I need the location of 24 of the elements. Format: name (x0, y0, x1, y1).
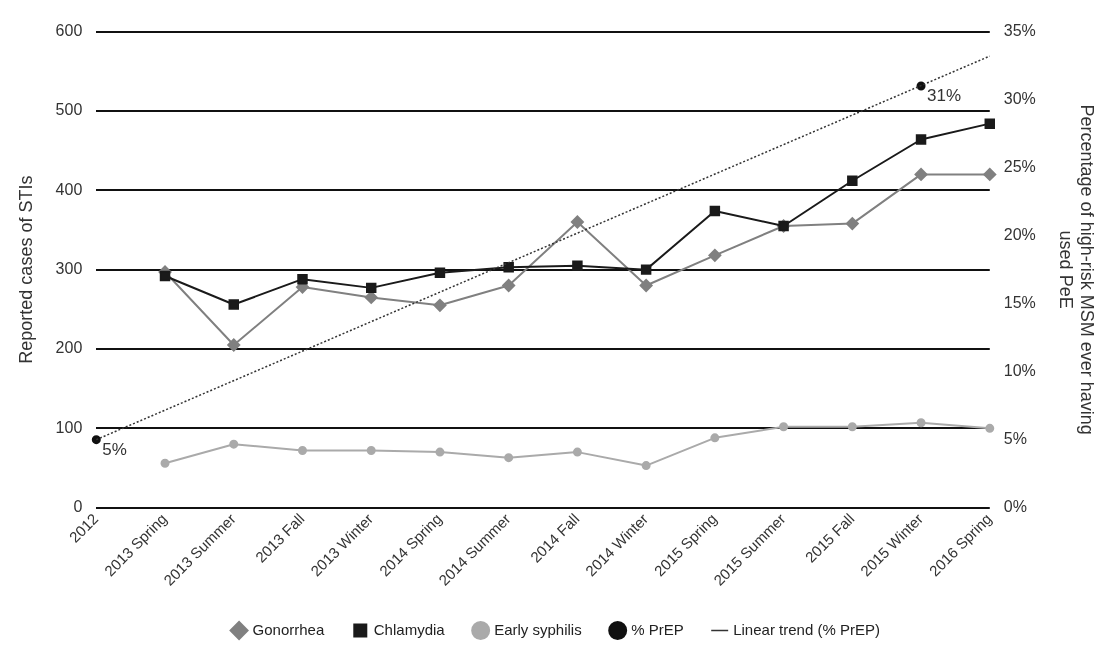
y-tick-label: 100 (55, 418, 83, 436)
legend-label: Early syphilis (494, 620, 582, 638)
legend-label: Linear trend (% PrEP) (733, 620, 880, 638)
legend-label: Chlamydia (373, 620, 446, 638)
legend-label: % PrEP (631, 620, 684, 638)
y2-tick-label: 30% (1003, 90, 1036, 108)
y-tick-label: 600 (55, 22, 83, 40)
legend-label: Gonorrhea (252, 620, 325, 638)
y2-tick-label: 20% (1003, 226, 1036, 244)
data-label: 5% (102, 439, 127, 459)
y2-tick-label: 35% (1003, 22, 1036, 40)
y-tick-label: 200 (55, 339, 83, 357)
y-tick-label: 500 (55, 101, 83, 119)
y-tick-label: 400 (55, 180, 83, 198)
y-tick-label: 300 (55, 260, 83, 278)
y2-tick-label: 10% (1003, 362, 1036, 380)
data-label: 31% (927, 86, 962, 106)
y-axis-title: Reported cases of STIs (15, 175, 36, 364)
y2-tick-label: 25% (1003, 158, 1036, 176)
y-tick-label: 0 (73, 498, 83, 516)
y2-tick-label: 5% (1003, 430, 1027, 448)
y2-axis-title: Percentage of high-risk MSM ever having used PeE (1055, 104, 1098, 435)
y2-tick-label: 0% (1003, 498, 1027, 516)
y2-tick-label: 15% (1003, 294, 1036, 312)
